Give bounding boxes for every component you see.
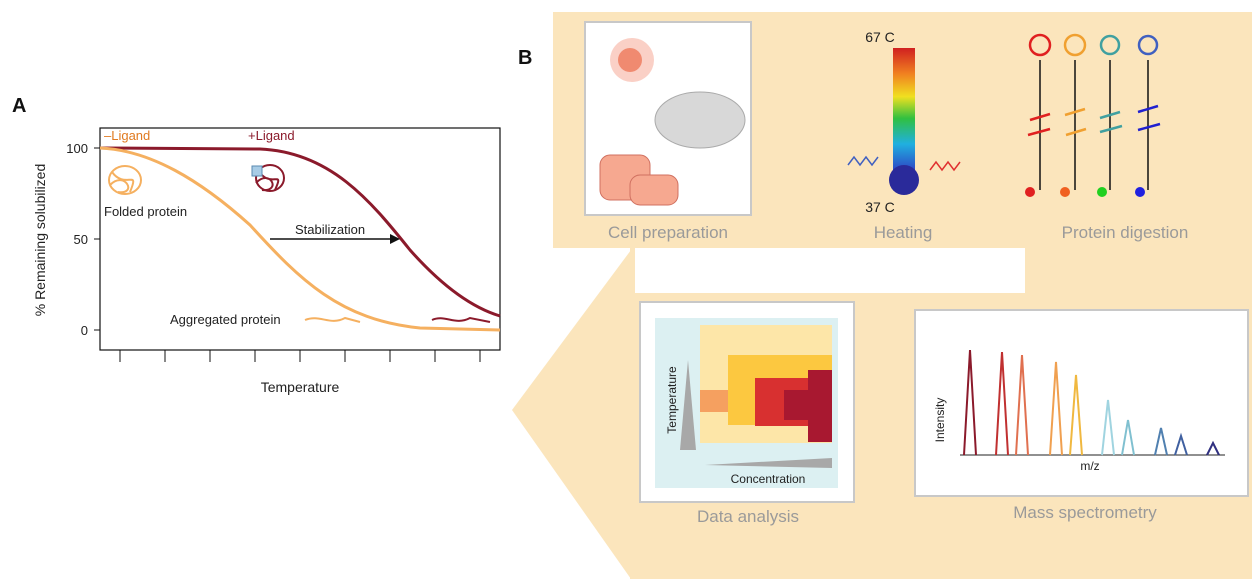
folded-icon	[109, 166, 141, 194]
step-label: Data analysis	[697, 507, 799, 526]
cell-icon	[630, 175, 678, 205]
arrow-shape	[512, 250, 631, 579]
y-tick-label: 0	[81, 323, 88, 338]
panel-label: A	[12, 95, 26, 117]
temperature-label: 37 C	[865, 199, 895, 215]
cell-icon	[618, 48, 642, 72]
ticks	[94, 148, 480, 362]
heatmap	[700, 325, 832, 443]
panel-b: B Cell preparation 67 C 37 C Heating Pro…	[512, 12, 1252, 579]
x-axis-label: Temperature	[261, 379, 340, 395]
y-axis-label: % Remaining solubilized	[32, 164, 48, 317]
aggregate-icon	[305, 318, 360, 322]
step-label: Mass spectrometry	[1013, 503, 1157, 522]
annotation: Stabilization	[295, 222, 365, 237]
thermometer	[893, 48, 915, 176]
axis-label: Temperature	[665, 366, 679, 434]
gap	[635, 248, 1025, 293]
step-label: Cell preparation	[608, 223, 728, 242]
axis-label: Concentration	[731, 472, 806, 486]
ligand-icon	[252, 166, 262, 176]
thermometer-bulb	[889, 165, 919, 195]
panel-label: B	[518, 47, 532, 69]
temperature-label: 67 C	[865, 29, 895, 45]
annotation: Folded protein	[104, 204, 187, 219]
step-label: Protein digestion	[1062, 223, 1189, 242]
y-tick-label: 50	[74, 232, 88, 247]
y-tick-label: 100	[66, 141, 88, 156]
annotation: Aggregated protein	[170, 312, 281, 327]
aggregate-icon	[432, 318, 490, 322]
axis-label: m/z	[1080, 459, 1099, 473]
figure: A 100 50 0 % Remaining solubilized Tempe…	[0, 0, 1252, 579]
step-label: Heating	[874, 223, 933, 242]
curve-label: +Ligand	[248, 128, 295, 143]
panel-a: A 100 50 0 % Remaining solubilized Tempe…	[12, 95, 500, 395]
organ-icon	[655, 92, 745, 148]
axis-label: Intensity	[933, 398, 947, 443]
curve-label: –Ligand	[104, 128, 150, 143]
